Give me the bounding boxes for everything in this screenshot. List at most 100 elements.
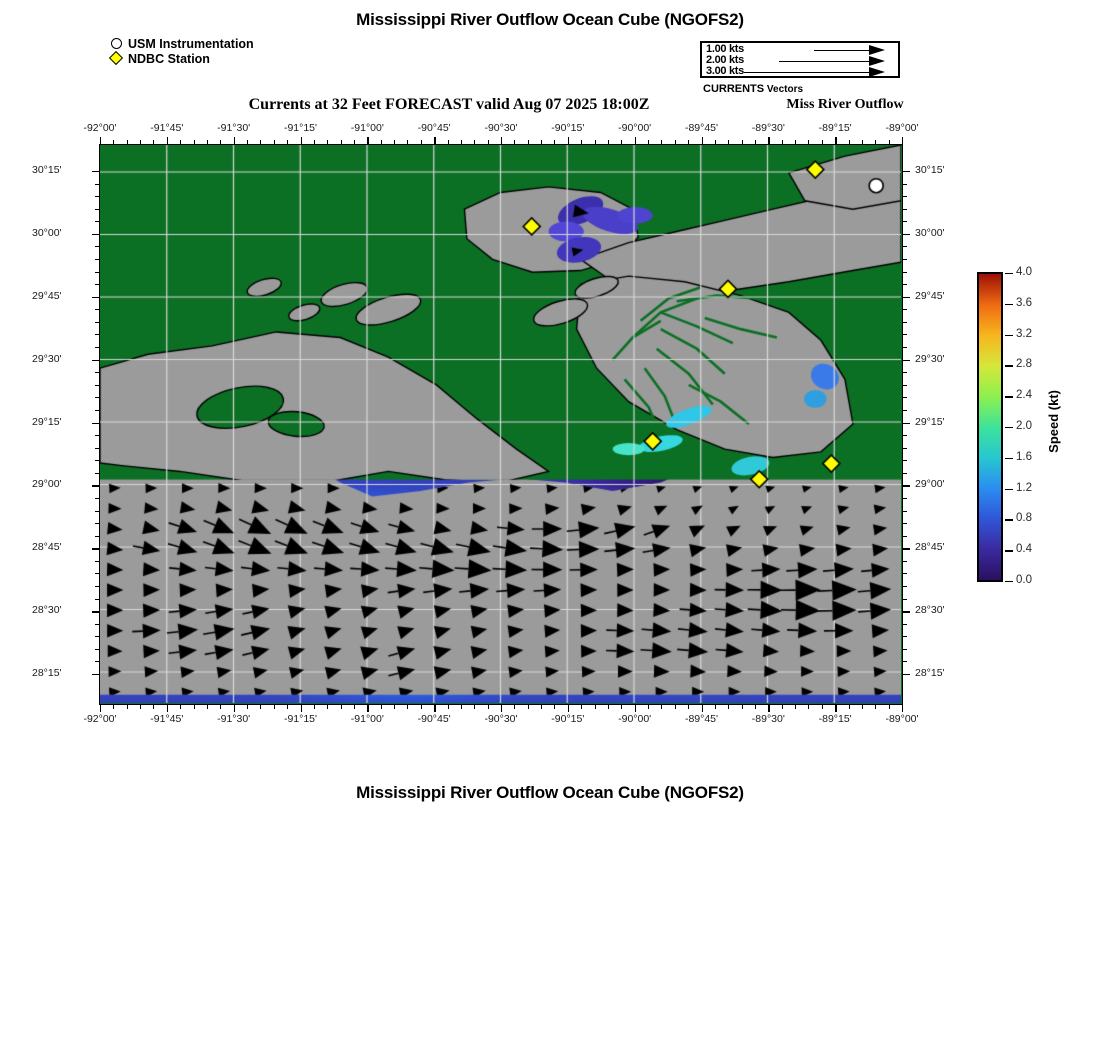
x-axis-tick-label: -90°15'	[551, 713, 585, 725]
y-axis-tick	[903, 171, 910, 173]
x-axis-minor-tick	[193, 705, 195, 709]
x-axis-tick-label: -90°00'	[618, 122, 652, 134]
x-axis-minor-tick	[340, 140, 342, 144]
colorbar-tick	[1005, 519, 1013, 521]
y-axis-minor-tick	[95, 334, 99, 336]
y-axis-tick	[903, 422, 910, 424]
y-axis-tick	[92, 359, 99, 362]
x-axis-minor-tick	[714, 140, 716, 144]
x-axis-tick-label: -90°30'	[484, 122, 518, 134]
x-axis-minor-tick	[474, 705, 476, 709]
x-axis-tick-label: -90°45'	[417, 122, 451, 134]
x-axis-minor-tick	[554, 705, 556, 709]
x-axis-minor-tick	[420, 705, 422, 709]
y-axis-minor-tick	[903, 535, 907, 537]
map-plot-area[interactable]	[99, 144, 903, 705]
marker-legend: USM Instrumentation NDBC Station	[108, 37, 254, 67]
y-axis-minor-tick	[95, 196, 99, 198]
x-axis-minor-tick	[861, 705, 863, 709]
x-axis-minor-tick	[861, 140, 863, 144]
x-axis-minor-tick	[741, 140, 743, 144]
x-axis-minor-tick	[821, 140, 823, 144]
x-axis-minor-tick	[514, 705, 516, 709]
x-axis-minor-tick	[126, 140, 128, 144]
y-axis-tick	[903, 233, 910, 236]
x-axis-minor-tick	[648, 705, 650, 709]
x-axis-minor-tick	[741, 705, 743, 709]
x-axis-minor-tick	[781, 705, 783, 709]
y-axis-tick	[92, 611, 99, 613]
x-axis-tick-label: -91°30'	[217, 713, 251, 725]
y-axis-tick-label: 28°45'	[915, 541, 945, 554]
x-axis-minor-tick	[888, 140, 890, 144]
x-axis-tick-label: -90°15'	[551, 122, 585, 134]
y-axis-tick-label: 29°45'	[915, 289, 945, 302]
x-axis-minor-tick	[273, 705, 275, 709]
x-axis-minor-tick	[808, 705, 810, 709]
vector-scale-label: 3.00 kts	[706, 65, 744, 77]
x-axis-tick	[835, 705, 837, 712]
y-axis-minor-tick	[95, 648, 99, 650]
vector-scale-caption-rest: Vectors	[764, 84, 804, 95]
legend-label-ndbc: NDBC Station	[128, 52, 210, 66]
x-axis-tick	[701, 137, 703, 144]
x-axis-minor-tick	[728, 705, 730, 709]
x-axis-minor-tick	[648, 140, 650, 144]
y-axis-minor-tick	[903, 309, 907, 311]
x-axis-minor-tick	[180, 705, 182, 709]
vector-scale-label: 1.00 kts	[706, 43, 744, 55]
y-axis-minor-tick	[903, 409, 907, 411]
x-axis-tick	[434, 137, 436, 144]
colorbar-tick	[1005, 303, 1013, 306]
colorbar-tick	[1005, 365, 1013, 367]
y-axis-minor-tick	[903, 334, 907, 336]
x-axis-minor-tick	[541, 140, 543, 144]
y-axis-minor-tick	[95, 472, 99, 474]
x-axis-tick-label: -91°45'	[150, 122, 184, 134]
x-axis-minor-tick	[607, 140, 609, 144]
y-axis-tick-label: 30°15'	[915, 164, 945, 176]
x-axis-minor-tick	[327, 705, 329, 709]
colorbar-tick-label: 0.0	[1016, 574, 1032, 586]
x-axis-minor-tick	[808, 140, 810, 144]
y-axis-tick-label: 28°15'	[915, 667, 945, 679]
y-axis-minor-tick	[95, 661, 99, 663]
x-axis-tick-label: -90°30'	[484, 713, 518, 725]
map-canvas[interactable]	[100, 145, 901, 703]
x-axis-tick	[501, 705, 503, 712]
x-axis-tick	[233, 137, 236, 144]
x-axis-minor-tick	[487, 140, 489, 144]
y-axis-tick	[903, 296, 910, 299]
x-axis-tick	[768, 705, 770, 712]
y-axis-tick-label: 30°00'	[32, 226, 62, 239]
colorbar-tick-label: 1.6	[1016, 450, 1032, 463]
x-axis-minor-tick	[661, 140, 663, 144]
y-axis-minor-tick	[95, 347, 99, 349]
x-axis-tick-label: -91°15'	[283, 122, 318, 134]
colorbar-tick	[1005, 488, 1013, 490]
x-axis-tick-label: -89°15'	[818, 713, 852, 725]
y-axis-minor-tick	[95, 535, 99, 537]
y-axis-minor-tick	[903, 196, 907, 198]
x-axis-tick-label: -92°00'	[83, 713, 117, 725]
y-axis-minor-tick	[903, 183, 907, 185]
x-axis-minor-tick	[220, 140, 222, 144]
y-axis-minor-tick	[903, 372, 907, 374]
colorbar-tick-label: 2.8	[1016, 358, 1032, 371]
x-axis-minor-tick	[180, 140, 182, 144]
x-axis-tick	[902, 137, 904, 144]
x-axis-minor-tick	[607, 705, 609, 709]
x-axis-minor-tick	[380, 140, 382, 144]
x-axis-tick	[634, 705, 637, 712]
x-axis-minor-tick	[287, 140, 289, 144]
colorbar-tick	[1005, 550, 1013, 552]
y-axis-minor-tick	[95, 372, 99, 374]
x-axis-tick-label: -89°00'	[885, 122, 919, 134]
y-axis-minor-tick	[95, 435, 99, 437]
x-axis-minor-tick	[621, 705, 623, 709]
y-axis-minor-tick	[95, 221, 99, 223]
y-axis-minor-tick	[95, 497, 99, 499]
y-axis-tick	[903, 485, 910, 487]
x-axis-minor-tick	[541, 705, 543, 709]
x-axis-minor-tick	[821, 705, 823, 709]
